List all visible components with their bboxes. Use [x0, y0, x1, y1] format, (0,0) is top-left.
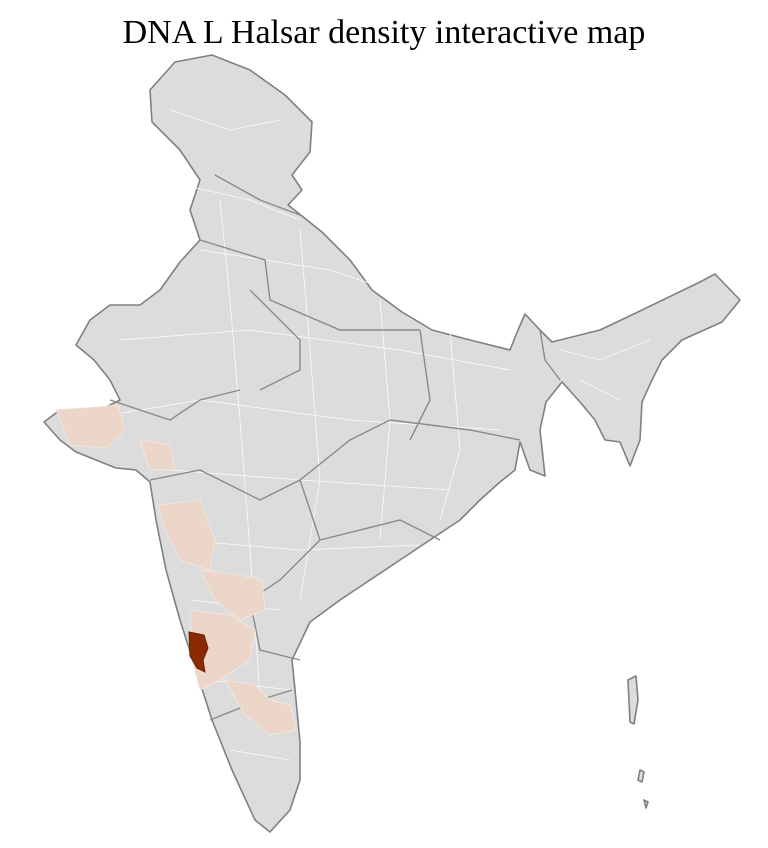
- region-low-density: [224, 679, 297, 736]
- andaman-islands: [627, 675, 639, 725]
- region-low-density: [157, 499, 216, 571]
- region-low-density: [139, 439, 176, 471]
- region-low-density: [55, 404, 126, 449]
- nicobar-islands: [637, 769, 649, 809]
- region-low-density: [189, 609, 256, 691]
- region-high-density[interactable]: [188, 631, 209, 673]
- map-title: DNA L Halsar density interactive map: [122, 14, 646, 51]
- density-regions: [55, 404, 297, 736]
- region-low-density: [199, 569, 266, 621]
